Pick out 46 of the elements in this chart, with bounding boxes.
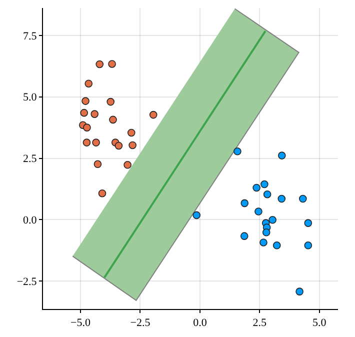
point bbox=[260, 238, 268, 246]
point bbox=[124, 160, 132, 169]
y-tick-label: 5.0 bbox=[23, 92, 38, 104]
point bbox=[304, 219, 312, 227]
y-tick-label: 2.5 bbox=[23, 153, 38, 166]
x-tick-label: 5.0 bbox=[312, 317, 327, 330]
point bbox=[82, 138, 91, 146]
point bbox=[149, 110, 158, 119]
x-tick-label: 0.0 bbox=[193, 317, 208, 330]
point bbox=[278, 194, 286, 203]
point bbox=[262, 228, 270, 236]
point bbox=[252, 184, 260, 192]
y-tick-label: −2.5 bbox=[16, 276, 38, 288]
point bbox=[114, 142, 123, 150]
point bbox=[109, 116, 117, 124]
point bbox=[84, 80, 93, 88]
point bbox=[298, 194, 307, 203]
point bbox=[192, 211, 200, 220]
point bbox=[83, 124, 91, 132]
point bbox=[90, 110, 98, 118]
point bbox=[304, 242, 312, 250]
y-tick-label: 7.5 bbox=[23, 30, 38, 42]
point bbox=[98, 189, 106, 198]
x-tick-label: 2.5 bbox=[252, 317, 268, 330]
point bbox=[296, 288, 304, 296]
point bbox=[108, 60, 116, 68]
point bbox=[80, 108, 88, 117]
point bbox=[127, 128, 136, 137]
point bbox=[94, 160, 102, 168]
y-tick-label: 0.0 bbox=[23, 214, 38, 226]
x-tick-label: −5.0 bbox=[70, 317, 91, 330]
x-tick-label: −2.5 bbox=[130, 317, 151, 330]
point bbox=[272, 242, 281, 250]
point bbox=[240, 199, 248, 208]
point bbox=[234, 147, 242, 156]
point bbox=[92, 138, 100, 146]
point bbox=[240, 232, 248, 240]
point bbox=[263, 190, 272, 198]
point bbox=[268, 216, 276, 224]
point bbox=[96, 60, 104, 68]
point bbox=[254, 208, 262, 216]
point bbox=[106, 98, 114, 106]
point bbox=[260, 180, 268, 188]
point bbox=[82, 97, 90, 105]
point bbox=[278, 152, 286, 160]
point bbox=[128, 141, 136, 150]
